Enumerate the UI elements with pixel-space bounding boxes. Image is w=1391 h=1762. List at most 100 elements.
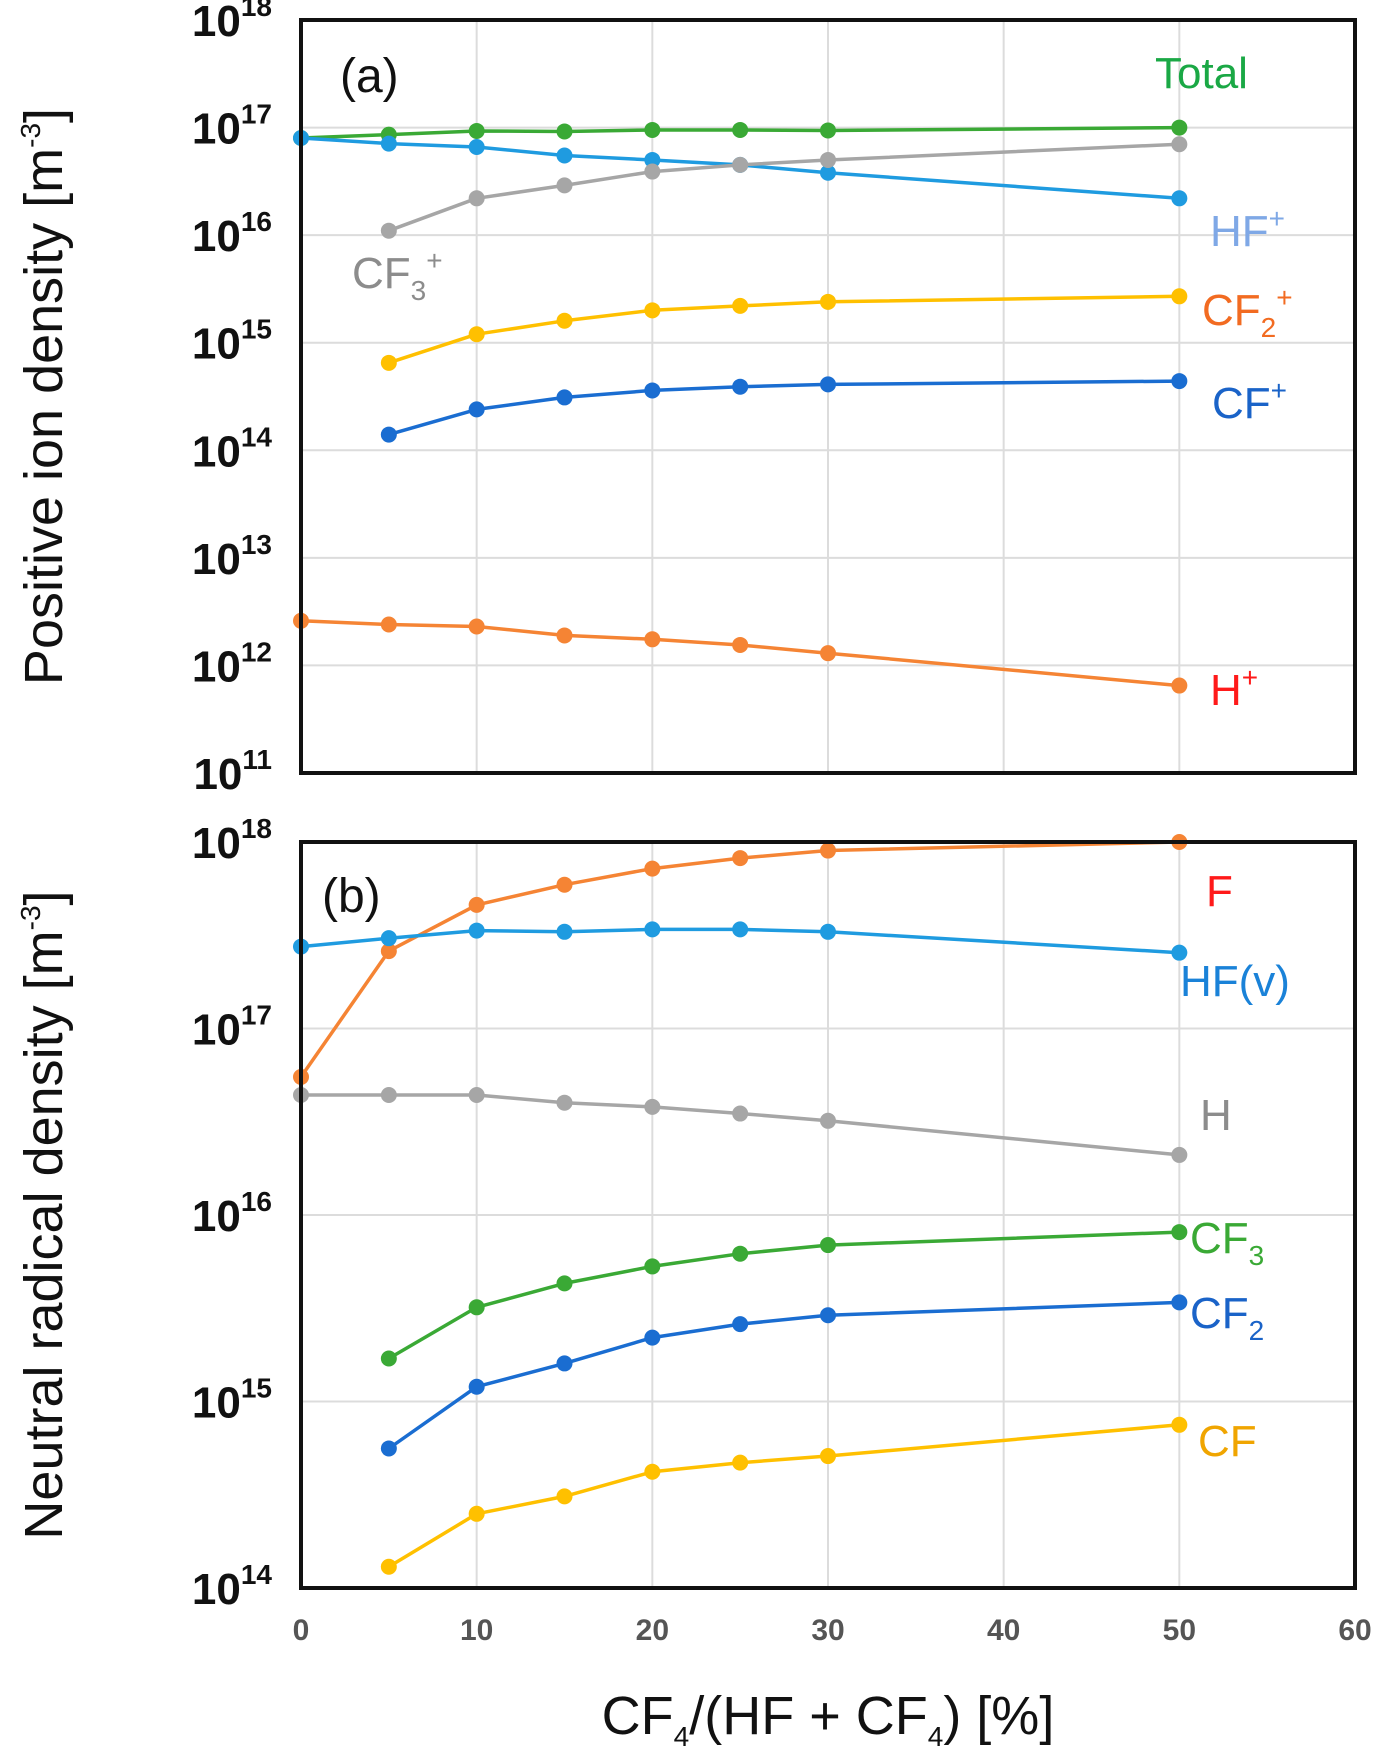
y-axis-title-end: ] bbox=[14, 890, 74, 905]
x-tick-label: 50 bbox=[1163, 1614, 1196, 1647]
data-point bbox=[468, 1505, 485, 1522]
data-point bbox=[1171, 373, 1188, 390]
data-point bbox=[556, 876, 573, 893]
series-label: CF3+ bbox=[352, 245, 443, 306]
data-point bbox=[820, 1112, 836, 1129]
chart-panel-a: TotalHF+CF3+CF2+CF+H+1011101210131014101… bbox=[14, 0, 1357, 799]
x-tick-label: 10 bbox=[460, 1614, 493, 1647]
series-cf2: CF2 bbox=[380, 1289, 1264, 1457]
series-total: Total bbox=[293, 49, 1248, 146]
y-tick-exponent: 12 bbox=[241, 636, 272, 667]
y-tick-exponent: 11 bbox=[242, 744, 272, 775]
y-tick-label: 1017 bbox=[192, 1000, 272, 1055]
y-tick-label: 1015 bbox=[192, 1373, 272, 1428]
data-point bbox=[1171, 136, 1188, 153]
data-point bbox=[732, 121, 749, 138]
series-label-superscript: + bbox=[426, 245, 442, 276]
series-label-text: Total bbox=[1155, 49, 1248, 98]
y-tick-base: 10 bbox=[192, 1379, 241, 1428]
series-line bbox=[299, 927, 1182, 955]
series-hf-: HF+ bbox=[293, 129, 1285, 256]
data-point bbox=[732, 297, 749, 314]
data-point bbox=[820, 1307, 836, 1324]
data-point bbox=[1171, 677, 1188, 694]
data-point bbox=[380, 1086, 397, 1103]
data-point bbox=[556, 627, 573, 644]
y-axis-title-superscript: -3 bbox=[15, 123, 46, 148]
series-label-superscript: + bbox=[1271, 375, 1287, 406]
data-point bbox=[556, 147, 573, 164]
plot-frame bbox=[299, 840, 1357, 1590]
y-tick-base: 10 bbox=[192, 0, 241, 46]
data-point bbox=[820, 164, 836, 181]
series-label: HF+ bbox=[1210, 203, 1285, 256]
data-point bbox=[556, 1488, 573, 1505]
series-line bbox=[299, 840, 1182, 1079]
panel-label: (a) bbox=[340, 50, 399, 103]
y-tick-base: 10 bbox=[192, 1006, 241, 1055]
data-point bbox=[468, 922, 485, 939]
data-point bbox=[556, 1355, 573, 1372]
y-tick-exponent: 17 bbox=[241, 1000, 272, 1031]
data-point bbox=[1171, 119, 1188, 136]
y-tick-label: 1018 bbox=[192, 813, 272, 868]
series-label-text: H bbox=[1200, 1091, 1232, 1140]
series-label-text: CF bbox=[1190, 1289, 1249, 1338]
data-point bbox=[556, 389, 573, 406]
series-label: CF bbox=[1198, 1417, 1257, 1466]
data-point bbox=[556, 123, 573, 140]
series-label: HF(v) bbox=[1180, 957, 1290, 1006]
data-point bbox=[556, 1094, 573, 1111]
y-tick-exponent: 15 bbox=[241, 314, 272, 345]
series-label-text: CF bbox=[1190, 1214, 1249, 1263]
y-axis-title-superscript: -3 bbox=[15, 905, 46, 930]
data-point bbox=[1171, 1224, 1188, 1241]
data-point bbox=[468, 618, 485, 635]
data-point bbox=[556, 923, 573, 940]
y-tick-label: 1014 bbox=[192, 1559, 273, 1614]
data-point bbox=[644, 1258, 661, 1275]
series-label-superscript: + bbox=[1269, 203, 1285, 234]
x-tick-label: 30 bbox=[811, 1614, 844, 1647]
y-tick-exponent: 14 bbox=[241, 421, 273, 452]
x-axis-title-text: ) [%] bbox=[943, 1686, 1054, 1746]
data-point bbox=[468, 326, 485, 343]
data-point bbox=[380, 354, 397, 371]
data-point bbox=[468, 401, 485, 418]
y-tick-exponent: 16 bbox=[241, 1186, 272, 1217]
series-label-text: HF(v) bbox=[1180, 957, 1290, 1006]
y-axis-title: Positive ion density [m-3] bbox=[14, 108, 74, 685]
data-point bbox=[1171, 944, 1188, 961]
series-cf2-: CF2+ bbox=[380, 282, 1293, 371]
series-label-subscript: 2 bbox=[1261, 312, 1277, 343]
series-label-text: CF bbox=[1212, 379, 1271, 428]
series-label-subscript: 2 bbox=[1249, 1315, 1265, 1346]
series-h: H bbox=[293, 1086, 1232, 1163]
data-point bbox=[732, 156, 749, 173]
series-label: H bbox=[1200, 1091, 1232, 1140]
data-point bbox=[732, 636, 749, 653]
panel-label: (b) bbox=[322, 870, 381, 923]
data-point bbox=[556, 177, 573, 194]
y-tick-base: 10 bbox=[192, 320, 241, 369]
plot-frame bbox=[299, 18, 1357, 775]
series-label: CF2 bbox=[1190, 1289, 1264, 1346]
data-point bbox=[380, 1350, 397, 1367]
y-tick-base: 10 bbox=[192, 642, 241, 691]
data-point bbox=[644, 121, 661, 138]
data-point bbox=[820, 376, 836, 393]
series-cf: CF bbox=[380, 1416, 1257, 1575]
y-tick-base: 10 bbox=[192, 1192, 241, 1241]
data-point bbox=[380, 1440, 397, 1457]
data-point bbox=[644, 1463, 661, 1480]
y-tick-exponent: 18 bbox=[241, 0, 272, 22]
data-point bbox=[468, 1086, 485, 1103]
data-point bbox=[1171, 1416, 1188, 1433]
series-label-superscript: + bbox=[1242, 662, 1258, 693]
series-line bbox=[299, 619, 1182, 688]
data-point bbox=[380, 426, 397, 443]
series-label-text: HF bbox=[1210, 207, 1269, 256]
y-tick-label: 1016 bbox=[192, 206, 272, 261]
